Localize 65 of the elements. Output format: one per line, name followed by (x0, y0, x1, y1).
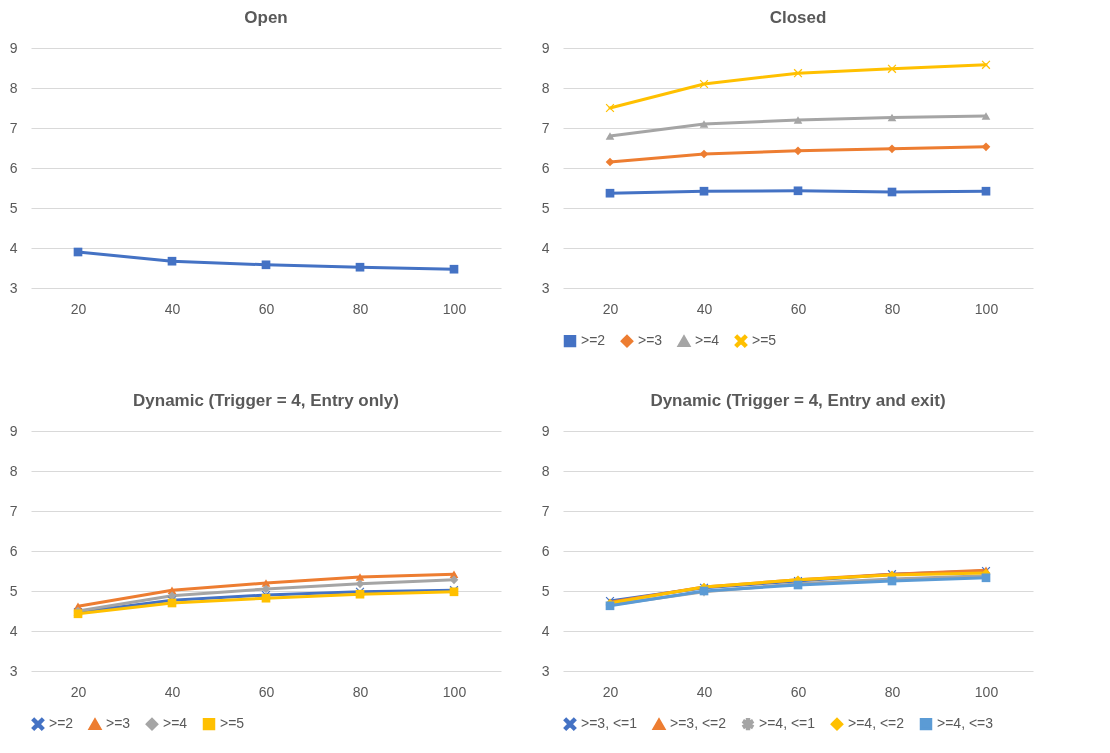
y-tick-label: 8 (9, 462, 18, 479)
y-tick-label: 3 (9, 662, 18, 679)
y-tick-label: 5 (541, 582, 550, 599)
x-tick-label: 40 (696, 300, 713, 317)
y-tick-label: 4 (9, 622, 18, 639)
y-tick-label: 6 (9, 542, 18, 559)
y-tick-label: 6 (541, 542, 550, 559)
y-tick-label: 5 (9, 199, 18, 216)
legend-label: >=4 (695, 332, 720, 349)
x-tick-label: 40 (164, 300, 181, 317)
legend-label: >=3 (638, 332, 663, 349)
y-tick-label: 3 (9, 279, 18, 296)
y-tick-label: 5 (541, 199, 550, 216)
x-tick-label: 60 (258, 683, 275, 700)
y-tick-label: 9 (9, 39, 18, 56)
chart-title: Dynamic (Trigger = 4, Entry only) (133, 391, 399, 410)
legend-label: >=5 (220, 715, 245, 732)
x-tick-label: 80 (352, 683, 369, 700)
chart-title: Closed (769, 8, 827, 27)
y-tick-label: 9 (9, 422, 18, 439)
legend-label: >=3, <=1 (581, 715, 638, 732)
legend-label: >=2 (49, 715, 74, 732)
y-tick-label: 8 (541, 462, 550, 479)
y-tick-label: 3 (541, 279, 550, 296)
y-tick-label: 3 (541, 662, 550, 679)
chart-title: Open (244, 8, 288, 27)
y-tick-label: 4 (9, 239, 18, 256)
x-tick-label: 80 (352, 300, 369, 317)
x-tick-label: 100 (442, 683, 467, 700)
y-tick-label: 9 (541, 422, 550, 439)
x-tick-label: 100 (974, 683, 999, 700)
x-tick-label: 60 (258, 300, 275, 317)
y-tick-label: 6 (541, 159, 550, 176)
x-tick-label: 60 (790, 300, 807, 317)
legend-label: >=4 (163, 715, 188, 732)
y-tick-label: 8 (9, 79, 18, 96)
x-tick-label: 100 (442, 300, 467, 317)
y-tick-label: 7 (9, 502, 18, 519)
x-tick-label: 80 (884, 300, 901, 317)
x-tick-label: 40 (164, 683, 181, 700)
y-tick-label: 4 (541, 622, 550, 639)
y-tick-label: 7 (9, 119, 18, 136)
legend-label: >=4, <=1 (759, 715, 816, 732)
x-tick-label: 40 (696, 683, 713, 700)
legend-label: >=3, <=2 (670, 715, 727, 732)
legend-label: >=5 (752, 332, 777, 349)
legend-label: >=2 (581, 332, 606, 349)
y-tick-label: 4 (541, 239, 550, 256)
y-tick-label: 7 (541, 502, 550, 519)
x-tick-label: 20 (602, 300, 619, 317)
y-tick-label: 5 (9, 582, 18, 599)
legend-label: >=4, <=3 (937, 715, 994, 732)
x-tick-label: 20 (70, 683, 87, 700)
x-tick-label: 100 (974, 300, 999, 317)
y-tick-label: 9 (541, 39, 550, 56)
legend-label: >=4, <=2 (848, 715, 905, 732)
y-tick-label: 7 (541, 119, 550, 136)
x-tick-label: 20 (70, 300, 87, 317)
x-tick-label: 20 (602, 683, 619, 700)
x-tick-label: 80 (884, 683, 901, 700)
legend-label: >=3 (106, 715, 131, 732)
y-tick-label: 8 (541, 79, 550, 96)
y-tick-label: 6 (9, 159, 18, 176)
x-tick-label: 60 (790, 683, 807, 700)
chart-title: Dynamic (Trigger = 4, Entry and exit) (650, 391, 946, 410)
